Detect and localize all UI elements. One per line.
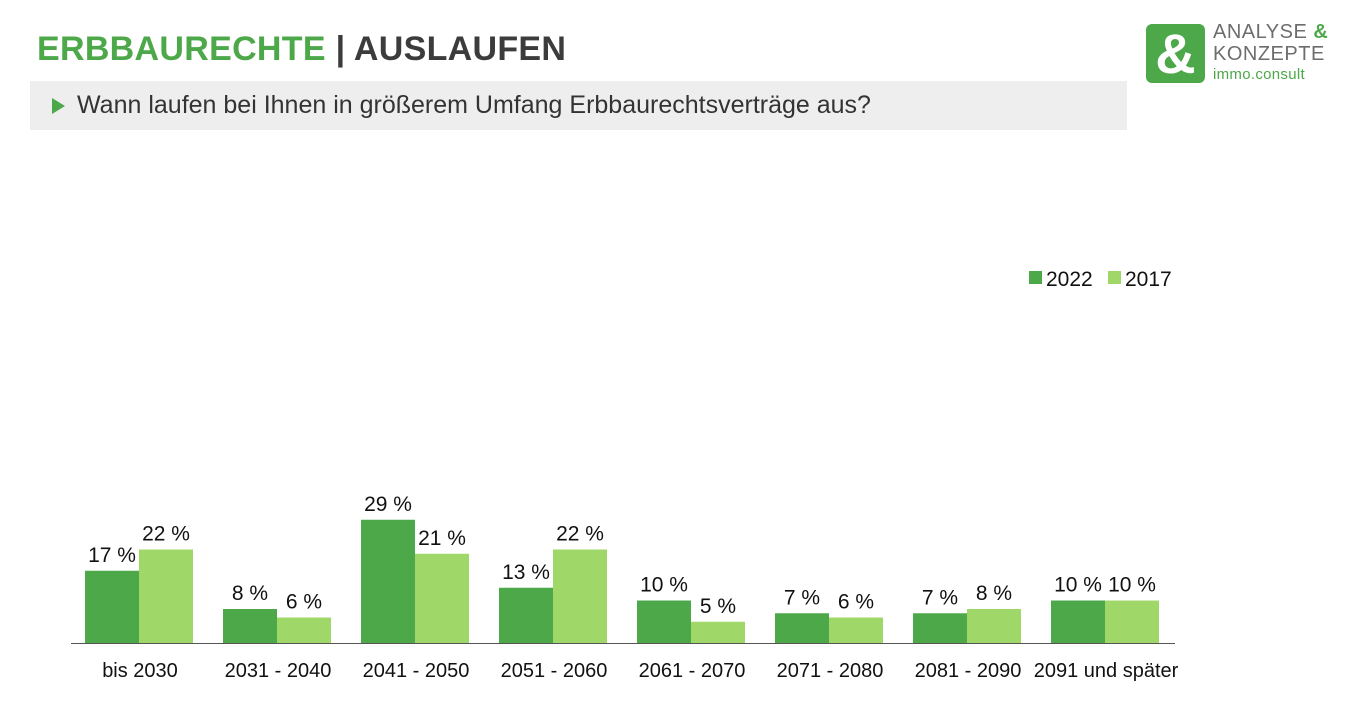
- x-tick-label-4: 2051 - 2060: [501, 660, 608, 682]
- x-tick-label-2: 2031 - 2040: [225, 660, 332, 682]
- bar-2017-7: [967, 609, 1021, 643]
- data-label-2017-7: 8 %: [976, 582, 1012, 605]
- x-tick-label-1: bis 2030: [102, 660, 178, 682]
- x-tick-label-5: 2061 - 2070: [639, 660, 746, 682]
- page-title: ERBBAURECHTE | AUSLAUFEN: [37, 30, 566, 69]
- x-tick-label-3: 2041 - 2050: [363, 660, 470, 682]
- bar-2017-5: [691, 621, 745, 643]
- data-label-2022-3: 29 %: [364, 493, 412, 516]
- bar-2017-8: [1105, 600, 1159, 643]
- data-label-2017-2: 6 %: [286, 591, 322, 614]
- play-arrow-icon: [52, 98, 65, 114]
- data-label-2022-2: 8 %: [232, 582, 268, 605]
- data-label-2017-5: 5 %: [700, 595, 736, 618]
- bar-2017-4: [553, 549, 607, 643]
- bar-2022-6: [775, 613, 829, 643]
- bar-2022-4: [499, 587, 553, 643]
- data-label-2022-7: 7 %: [922, 586, 958, 609]
- bar-2017-1: [139, 549, 193, 643]
- bar-2017-6: [829, 617, 883, 643]
- data-label-2022-1: 17 %: [88, 544, 136, 567]
- x-tick-label-7: 2081 - 2090: [915, 660, 1022, 682]
- data-label-2017-6: 6 %: [838, 591, 874, 614]
- data-label-2022-8: 10 %: [1054, 574, 1102, 597]
- bar-2022-7: [913, 613, 967, 643]
- data-label-2022-6: 7 %: [784, 586, 820, 609]
- bar-2017-3: [415, 553, 469, 643]
- bar-2022-5: [637, 600, 691, 643]
- title-part-auslaufen: | AUSLAUFEN: [325, 30, 567, 68]
- bar-2022-2: [223, 609, 277, 643]
- data-label-2017-8: 10 %: [1108, 574, 1156, 597]
- bar-2022-8: [1051, 600, 1105, 643]
- data-label-2017-1: 22 %: [142, 523, 190, 546]
- bar-2017-2: [277, 617, 331, 643]
- x-tick-label-6: 2071 - 2080: [777, 660, 884, 682]
- data-label-2022-4: 13 %: [502, 561, 550, 584]
- question-text: Wann laufen bei Ihnen in größerem Umfang…: [77, 91, 871, 119]
- x-tick-label-8: 2091 und später: [1034, 660, 1179, 682]
- ampersand-logo-icon: &: [1146, 24, 1205, 83]
- title-part-erbbaurechte: ERBBAURECHTE: [37, 30, 326, 68]
- question-bar: Wann laufen bei Ihnen in größerem Umfang…: [30, 81, 1127, 130]
- data-label-2017-3: 21 %: [418, 527, 466, 550]
- logo-line-immo-consult: immo.consult: [1213, 66, 1305, 83]
- data-label-2022-5: 10 %: [640, 574, 688, 597]
- legend-label-2022: 2022: [1046, 268, 1093, 291]
- legend-label-2017: 2017: [1125, 268, 1172, 291]
- legend-swatch-2017: [1108, 271, 1121, 284]
- company-logo: & ANALYSE & KONZEPTE immo.consult: [1146, 21, 1346, 88]
- legend-swatch-2022: [1029, 271, 1042, 284]
- logo-word-analyse: ANALYSE: [1213, 21, 1308, 43]
- logo-line-konzepte: KONZEPTE: [1213, 43, 1325, 65]
- logo-amp: &: [1313, 21, 1329, 43]
- bar-2022-3: [361, 519, 415, 643]
- data-label-2017-4: 22 %: [556, 523, 604, 546]
- bar-2022-1: [85, 570, 139, 643]
- logo-line-analyse: ANALYSE &: [1213, 21, 1328, 44]
